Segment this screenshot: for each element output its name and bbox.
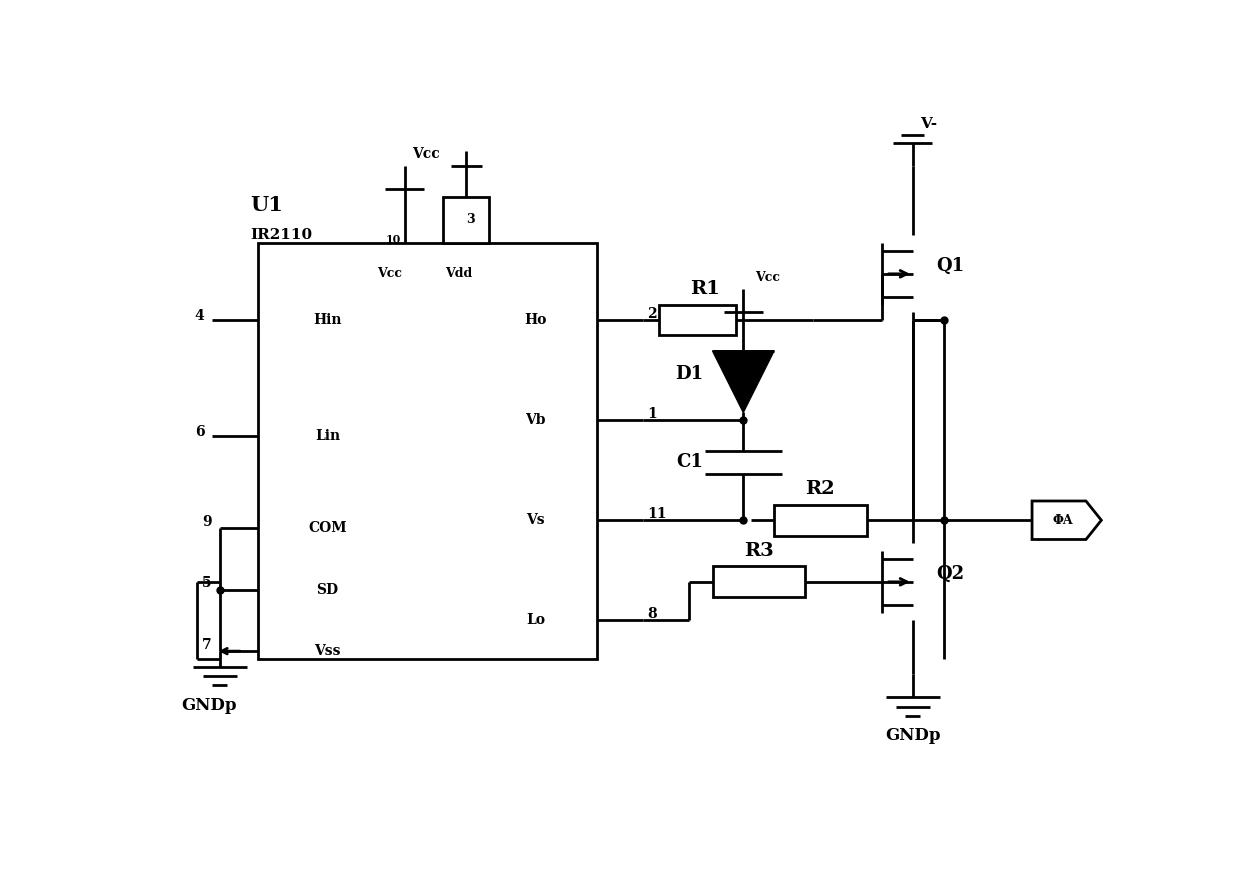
Text: R3: R3 — [744, 542, 774, 560]
Bar — [774, 504, 867, 536]
Text: Vcc: Vcc — [755, 271, 780, 284]
Text: COM: COM — [309, 521, 347, 535]
Text: Q1: Q1 — [936, 257, 963, 275]
Text: 2: 2 — [647, 306, 657, 321]
Polygon shape — [713, 351, 774, 412]
Text: 11: 11 — [647, 507, 667, 521]
Text: GNDp: GNDp — [181, 696, 237, 713]
Text: U1: U1 — [250, 194, 284, 214]
Text: 6: 6 — [195, 425, 205, 439]
Text: Lin: Lin — [315, 428, 340, 443]
Text: Vs: Vs — [526, 513, 544, 527]
Polygon shape — [1032, 501, 1101, 539]
Text: 10: 10 — [386, 234, 401, 245]
Bar — [713, 566, 805, 598]
Text: 8: 8 — [647, 607, 657, 621]
Text: 3: 3 — [466, 213, 474, 227]
Text: GNDp: GNDp — [885, 728, 940, 745]
Text: Vcc: Vcc — [377, 267, 402, 280]
Text: 1: 1 — [647, 407, 657, 421]
Text: Ho: Ho — [525, 313, 547, 327]
Bar — [443, 197, 490, 243]
Text: ΦA: ΦA — [1053, 513, 1073, 527]
Text: Vb: Vb — [526, 413, 546, 427]
Text: 4: 4 — [195, 309, 205, 323]
Text: Lo: Lo — [526, 614, 544, 627]
Text: 9: 9 — [202, 515, 212, 529]
Text: Vdd: Vdd — [445, 267, 472, 280]
Text: Hin: Hin — [314, 313, 342, 327]
Bar — [658, 305, 735, 335]
Text: IR2110: IR2110 — [250, 228, 312, 242]
Text: Vcc: Vcc — [412, 148, 440, 161]
Text: R1: R1 — [689, 280, 719, 298]
Text: Q2: Q2 — [936, 565, 963, 583]
Text: Vss: Vss — [314, 644, 341, 659]
Text: 7: 7 — [202, 638, 212, 652]
Text: R2: R2 — [806, 480, 835, 498]
Bar — [258, 243, 596, 659]
Text: 5: 5 — [202, 576, 212, 590]
Text: C1: C1 — [676, 453, 703, 471]
Text: D1: D1 — [676, 365, 703, 383]
Text: V-: V- — [920, 116, 937, 131]
Text: SD: SD — [316, 582, 339, 597]
